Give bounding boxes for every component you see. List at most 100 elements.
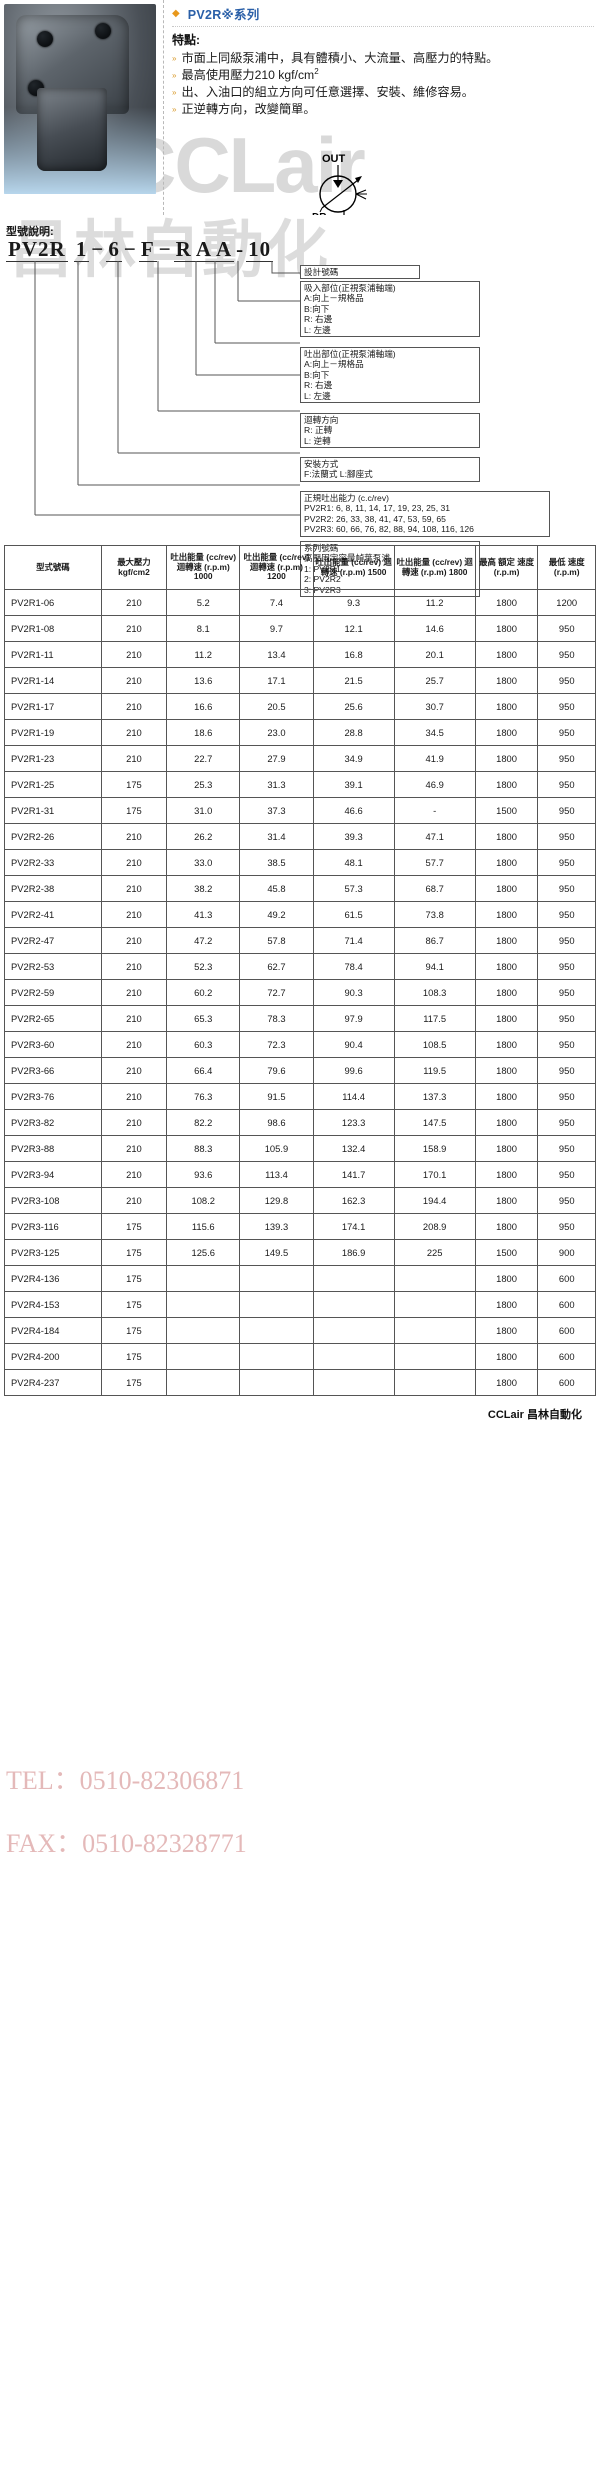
feature-text: 出、入油口的組立方向可任意選擇、安裝、維修容易。 xyxy=(181,85,474,100)
cell-model: PV2R2-59 xyxy=(4,979,102,1006)
cell-value: 1200 xyxy=(537,589,596,616)
cell-value: 90.3 xyxy=(312,979,395,1006)
cell-value: 175 xyxy=(100,1239,168,1266)
cell-value: 950 xyxy=(537,1005,596,1032)
header-section: w CCLair ◆ PV2R※系列 特點: »市面上同級泵浦中，具有體積小、大… xyxy=(0,0,600,215)
cell-value: 1800 xyxy=(474,1343,539,1370)
table-row: PV2R3-88 210 88.3 105.9 132.4 158.9 1800 950 xyxy=(4,1135,596,1162)
cell-value: 210 xyxy=(100,927,168,954)
cell-value: 47.2 xyxy=(166,927,241,954)
table-row: PV2R1-06 210 5.2 7.4 9.3 11.2 1800 1200 xyxy=(4,589,596,616)
col-flow-1500: 吐出能量 (cc/rev) 迴轉速 (r.p.m) 1500 xyxy=(312,545,395,590)
cell-value: 93.6 xyxy=(166,1161,241,1188)
callout-rotation-dir: 迴轉方向 R: 正轉 L: 逆轉 xyxy=(300,413,480,449)
cell-value: 950 xyxy=(537,1031,596,1058)
feature-text: 市面上同級泵浦中，具有體積小、大流量、高壓力的特點。 xyxy=(181,51,499,65)
cell-value: 125.6 xyxy=(166,1239,241,1266)
features-list: » 市面上同級泵浦中，具有體積小、大流量、高壓力的特點。 » 最高使用壓力210 k… xyxy=(172,50,594,117)
table-row: PV2R2-47 210 47.2 57.8 71.4 86.7 1800 950 xyxy=(4,927,596,954)
cell-value: 210 xyxy=(100,979,168,1006)
cell-value: 41.9 xyxy=(393,745,476,772)
cell-value: 1500 xyxy=(474,797,539,824)
table-row: PV2R3-108 210 108.2 129.8 162.3 194.4 1800 950 xyxy=(4,1187,596,1214)
cell-value: 119.5 xyxy=(393,1057,476,1084)
cell-value: 950 xyxy=(537,901,596,928)
cell-value: 1800 xyxy=(474,849,539,876)
cell-value: 117.5 xyxy=(393,1005,476,1032)
table-row: PV2R3-66 210 66.4 79.6 99.6 119.5 1800 950 xyxy=(4,1057,596,1084)
cell-value: 21.5 xyxy=(312,667,395,694)
cell-value: 31.0 xyxy=(166,797,241,824)
cell-value: 39.3 xyxy=(312,823,395,850)
feature-text: 最高使用壓力210 kgf/cm2 xyxy=(181,67,319,83)
feature-item: » 正逆轉方向，改變簡單。 xyxy=(172,101,594,117)
cell-value: 129.8 xyxy=(239,1187,314,1214)
cell-value: 37.3 xyxy=(239,797,314,824)
cell-value: 71.4 xyxy=(312,927,395,954)
cell-value: 115.6 xyxy=(166,1213,241,1240)
spec-table-wrapper: 型式號碼 最大壓力 kgf/cm2 吐出能量 (cc/rev) 迴轉速 (r.p… xyxy=(0,545,600,1858)
cell-value: 210 xyxy=(100,875,168,902)
code-seg-series-prefix: PV2R xyxy=(6,237,68,262)
cell-value: 108.5 xyxy=(393,1031,476,1058)
product-photo xyxy=(4,4,156,194)
series-title-row: ◆ PV2R※系列 xyxy=(172,4,594,27)
cell-value: 94.1 xyxy=(393,953,476,980)
cell-value: 31.3 xyxy=(239,771,314,798)
cell-value: 210 xyxy=(100,641,168,668)
cell-model: PV2R2-26 xyxy=(4,823,102,850)
col-flow-1000: 吐出能量 (cc/rev) 迴轉速 (r.p.m) 1000 xyxy=(166,545,241,590)
series-title: PV2R※系列 xyxy=(187,8,260,22)
cell-value: 52.3 xyxy=(166,953,241,980)
cell-value: 45.8 xyxy=(239,875,314,902)
cell-value: 114.4 xyxy=(312,1083,395,1110)
cell-value: 1800 xyxy=(474,745,539,772)
cell-value: 105.9 xyxy=(239,1135,314,1162)
cell-value: 1800 xyxy=(474,1187,539,1214)
cell-value: 158.9 xyxy=(393,1135,476,1162)
cell-model: PV2R2-65 xyxy=(4,1005,102,1032)
model-code-display: PV2R 1−6− F − R A A -10 xyxy=(6,237,274,262)
diamond-bullet-icon: ◆ xyxy=(172,7,180,19)
callout-design-no: 設計號碼 xyxy=(300,265,420,280)
cell-value: 1800 xyxy=(474,979,539,1006)
cell-value: 31.4 xyxy=(239,823,314,850)
cell-value: 1500 xyxy=(474,1239,539,1266)
cell-value xyxy=(166,1265,241,1292)
cell-value: 47.1 xyxy=(393,823,476,850)
cell-value: 97.9 xyxy=(312,1005,395,1032)
cell-value xyxy=(312,1291,395,1318)
cell-value: 600 xyxy=(537,1291,596,1318)
cell-model: PV2R1-14 xyxy=(4,667,102,694)
cell-value: 1800 xyxy=(474,927,539,954)
table-row: PV2R1-23 210 22.7 27.9 34.9 41.9 1800 950 xyxy=(4,745,596,772)
cell-value: 1800 xyxy=(474,1005,539,1032)
table-row: PV2R2-33 210 33.0 38.5 48.1 57.7 1800 950 xyxy=(4,849,596,876)
cell-value: 950 xyxy=(537,615,596,642)
cell-model: PV2R3-76 xyxy=(4,1083,102,1110)
cell-value xyxy=(239,1291,314,1318)
feature-item: » 最高使用壓力210 kgf/cm2 xyxy=(172,67,594,83)
cell-value: 600 xyxy=(537,1343,596,1370)
cell-value: 12.1 xyxy=(312,615,395,642)
code-seg-design: 10 xyxy=(246,237,274,262)
cell-value: 174.1 xyxy=(312,1213,395,1240)
cell-value: 950 xyxy=(537,1083,596,1110)
chevron-bullet-icon: » xyxy=(172,105,177,115)
cell-value: 210 xyxy=(100,615,168,642)
cell-value: 162.3 xyxy=(312,1187,395,1214)
cell-value: 175 xyxy=(100,1213,168,1240)
cell-value: 950 xyxy=(537,1187,596,1214)
cell-value: 950 xyxy=(537,771,596,798)
cell-value: 34.5 xyxy=(393,719,476,746)
cell-value: 88.3 xyxy=(166,1135,241,1162)
cell-value: 1800 xyxy=(474,823,539,850)
spec-table: 型式號碼 最大壓力 kgf/cm2 吐出能量 (cc/rev) 迴轉速 (r.p… xyxy=(4,545,596,1396)
cell-value: 210 xyxy=(100,1109,168,1136)
features-panel: ◆ PV2R※系列 特點: » 市面上同級泵浦中，具有體積小、大流量、高壓力的特點… xyxy=(172,4,594,118)
cell-value xyxy=(239,1343,314,1370)
cell-value: 25.6 xyxy=(312,693,395,720)
cell-value: 1800 xyxy=(474,953,539,980)
feature-item: » 市面上同級泵浦中，具有體積小、大流量、高壓力的特點。 xyxy=(172,50,594,66)
table-row: PV2R3-60 210 60.3 72.3 90.4 108.5 1800 950 xyxy=(4,1031,596,1058)
